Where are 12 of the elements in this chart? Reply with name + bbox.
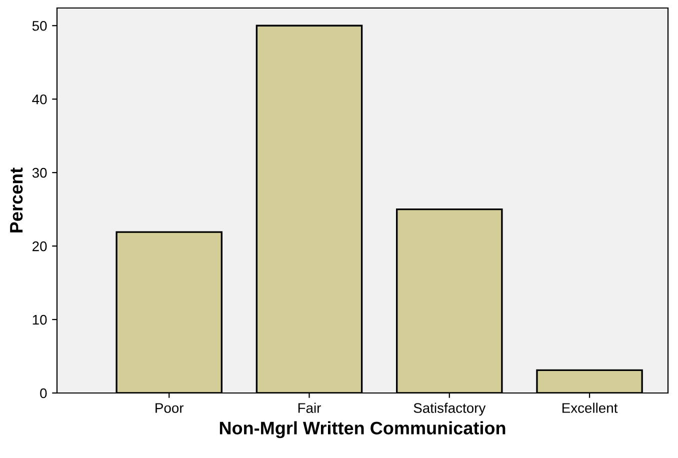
y-tick-label: 10 — [32, 314, 47, 325]
x-tick-label: Fair — [298, 402, 321, 413]
x-axis-title: Non-Mgrl Written Communication — [220, 421, 506, 438]
y-tick-label: 30 — [32, 168, 47, 178]
y-tick-label: 40 — [32, 94, 47, 104]
y-axis-title: Percent — [10, 168, 23, 232]
y-tick-label: 20 — [32, 241, 47, 252]
x-tick-label: Excellent — [562, 402, 618, 413]
y-tick-label: 0 — [40, 388, 47, 398]
y-tick-label: 50 — [32, 20, 47, 31]
x-tick-label: Satisfactory — [414, 402, 486, 416]
x-tick-label: Poor — [156, 403, 184, 413]
